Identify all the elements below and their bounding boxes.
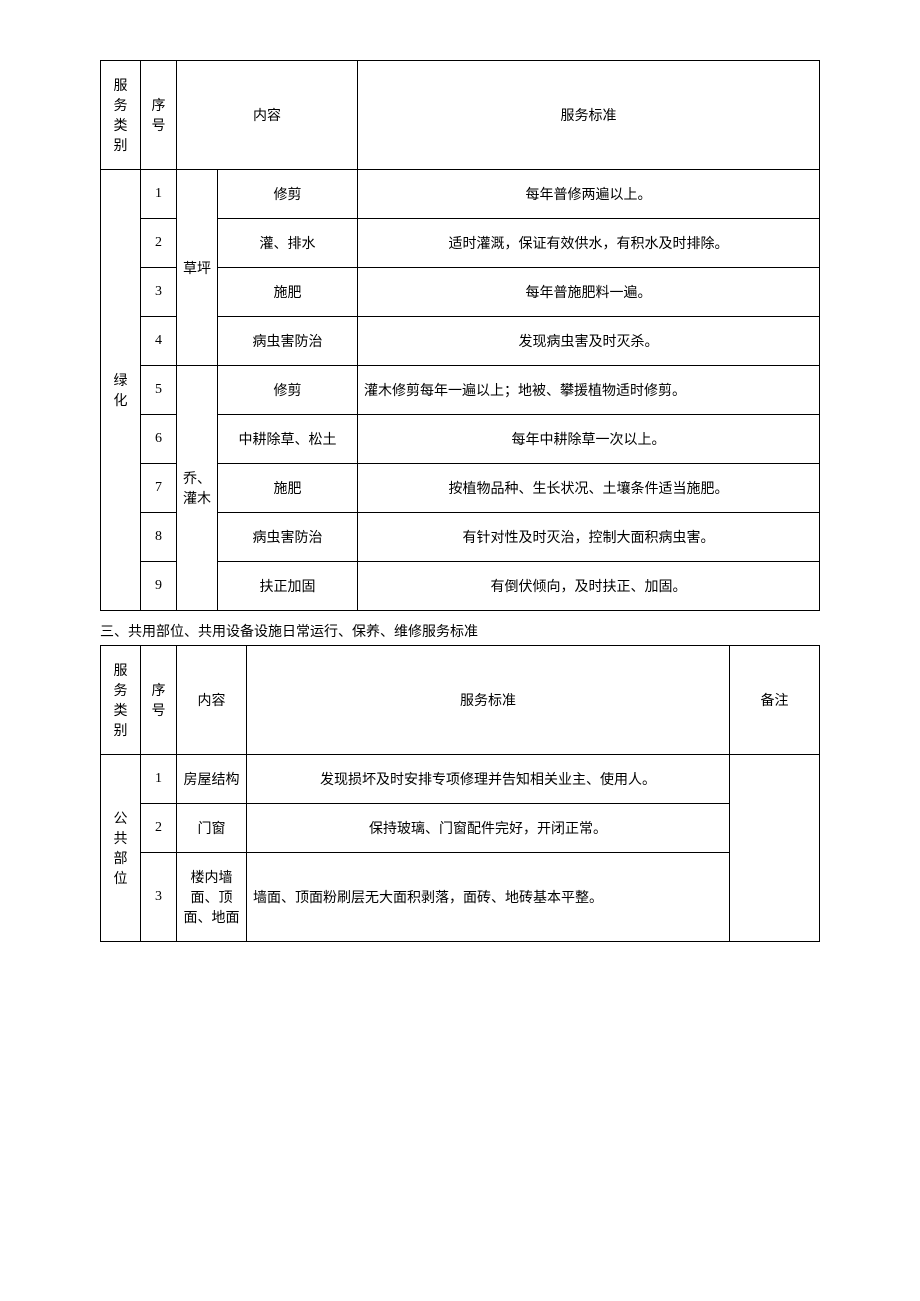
header-content: 内容	[177, 61, 358, 170]
cell-standard: 发现损坏及时安排专项修理并告知相关业主、使用人。	[247, 755, 730, 804]
header-content: 内容	[177, 646, 247, 755]
cell-standard: 每年普修两遍以上。	[358, 170, 820, 219]
cell-seq: 3	[141, 268, 177, 317]
header-category: 服务类别	[101, 646, 141, 755]
table-common-parts: 服务类别 序号 内容 服务标准 备注 公共部位 1 房屋结构 发现损坏及时安排专…	[100, 645, 820, 942]
cell-seq: 2	[141, 804, 177, 853]
cell-standard: 有倒伏倾向，及时扶正、加固。	[358, 562, 820, 611]
cell-content: 施肥	[218, 268, 358, 317]
cell-content: 灌、排水	[218, 219, 358, 268]
cell-category: 公共部位	[101, 755, 141, 942]
table-row: 公共部位 1 房屋结构 发现损坏及时安排专项修理并告知相关业主、使用人。	[101, 755, 820, 804]
table-row: 5 乔、灌木 修剪 灌木修剪每年一遍以上；地被、攀援植物适时修剪。	[101, 366, 820, 415]
cell-seq: 4	[141, 317, 177, 366]
cell-content: 楼内墙面、顶面、地面	[177, 853, 247, 942]
cell-content: 修剪	[218, 170, 358, 219]
cell-content: 门窗	[177, 804, 247, 853]
cell-seq: 3	[141, 853, 177, 942]
table-row: 绿化 1 草坪 修剪 每年普修两遍以上。	[101, 170, 820, 219]
cell-standard: 适时灌溉，保证有效供水，有积水及时排除。	[358, 219, 820, 268]
cell-subcategory-lawn: 草坪	[177, 170, 218, 366]
cell-content: 施肥	[218, 464, 358, 513]
cell-seq: 8	[141, 513, 177, 562]
section-title-2: 三、共用部位、共用设备设施日常运行、保养、维修服务标准	[100, 621, 820, 641]
header-category: 服务类别	[101, 61, 141, 170]
cell-remark	[730, 755, 820, 942]
cell-subcategory-trees: 乔、灌木	[177, 366, 218, 611]
cell-seq: 5	[141, 366, 177, 415]
cell-seq: 9	[141, 562, 177, 611]
table-row: 2 门窗 保持玻璃、门窗配件完好，开闭正常。	[101, 804, 820, 853]
cell-seq: 1	[141, 755, 177, 804]
header-standard: 服务标准	[358, 61, 820, 170]
cell-seq: 1	[141, 170, 177, 219]
cell-content: 修剪	[218, 366, 358, 415]
cell-seq: 2	[141, 219, 177, 268]
table-header-row: 服务类别 序号 内容 服务标准	[101, 61, 820, 170]
cell-content: 房屋结构	[177, 755, 247, 804]
cell-standard: 每年中耕除草一次以上。	[358, 415, 820, 464]
cell-standard: 每年普施肥料一遍。	[358, 268, 820, 317]
cell-content: 扶正加固	[218, 562, 358, 611]
header-remark: 备注	[730, 646, 820, 755]
cell-seq: 6	[141, 415, 177, 464]
cell-standard: 墙面、顶面粉刷层无大面积剥落，面砖、地砖基本平整。	[247, 853, 730, 942]
cell-content: 病虫害防治	[218, 317, 358, 366]
cell-standard: 发现病虫害及时灭杀。	[358, 317, 820, 366]
cell-standard: 灌木修剪每年一遍以上；地被、攀援植物适时修剪。	[358, 366, 820, 415]
cell-content: 病虫害防治	[218, 513, 358, 562]
cell-seq: 7	[141, 464, 177, 513]
cell-category: 绿化	[101, 170, 141, 611]
header-seq: 序号	[141, 646, 177, 755]
table-greening: 服务类别 序号 内容 服务标准 绿化 1 草坪 修剪 每年普修两遍以上。 2 灌…	[100, 60, 820, 611]
cell-standard: 保持玻璃、门窗配件完好，开闭正常。	[247, 804, 730, 853]
header-seq: 序号	[141, 61, 177, 170]
cell-standard: 有针对性及时灭治，控制大面积病虫害。	[358, 513, 820, 562]
header-standard: 服务标准	[247, 646, 730, 755]
table-header-row: 服务类别 序号 内容 服务标准 备注	[101, 646, 820, 755]
table-row: 3 楼内墙面、顶面、地面 墙面、顶面粉刷层无大面积剥落，面砖、地砖基本平整。	[101, 853, 820, 942]
cell-standard: 按植物品种、生长状况、土壤条件适当施肥。	[358, 464, 820, 513]
cell-content: 中耕除草、松土	[218, 415, 358, 464]
